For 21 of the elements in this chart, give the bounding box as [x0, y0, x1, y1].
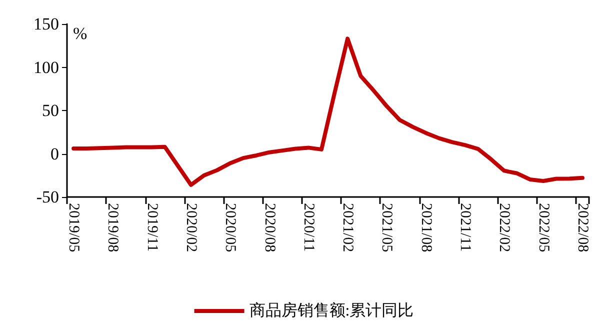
x-tick-label: 2020/05: [222, 203, 238, 252]
x-tick-label: 2019/08: [104, 203, 121, 252]
y-axis-title: %: [73, 24, 88, 43]
y-tick-label: 50: [42, 101, 59, 120]
x-tick-label: 2019/05: [66, 203, 82, 252]
x-tick-label: 2021/02: [340, 203, 356, 252]
x-tick-label: 2021/08: [418, 203, 434, 252]
x-tick-label: 2022/08: [574, 203, 590, 252]
x-tick-label: 2019/11: [144, 203, 160, 252]
x-tick-label: 2021/05: [378, 203, 395, 252]
y-tick-label: 100: [34, 58, 59, 77]
x-tick-label: 2020/11: [300, 203, 316, 252]
x-tick-label: 2022/02: [496, 203, 512, 252]
x-tick-label: 2020/08: [261, 203, 278, 252]
x-tick-label: 2020/02: [182, 203, 199, 252]
x-tick-label: 2021/11: [457, 203, 474, 252]
y-tick-label: -50: [36, 188, 59, 206]
y-tick-label: 150: [34, 14, 59, 34]
x-tick-label: 2022/05: [535, 203, 552, 252]
legend-label: 商品房销售额:累计同比: [249, 302, 414, 320]
y-tick-label: 0: [50, 144, 59, 164]
